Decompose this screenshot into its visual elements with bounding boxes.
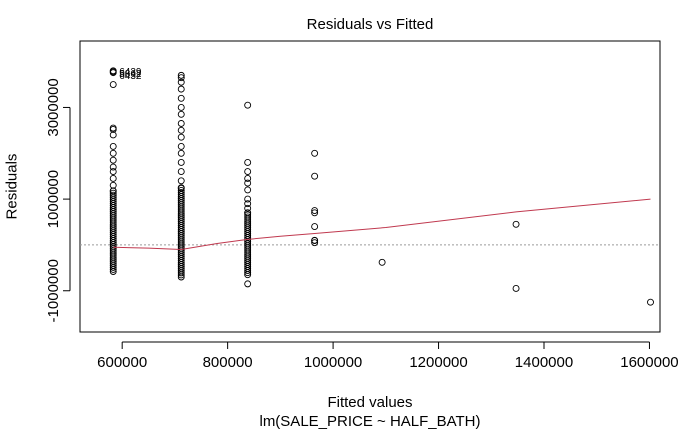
data-point <box>177 177 185 185</box>
data-point <box>177 184 185 192</box>
data-point <box>244 211 252 219</box>
data-point <box>109 181 117 189</box>
data-point <box>109 131 117 139</box>
x-tick-label: 600000 <box>97 354 147 371</box>
data-point <box>177 168 185 176</box>
data-point <box>109 69 117 77</box>
data-point <box>177 74 185 82</box>
plot-frame <box>79 40 661 333</box>
data-point <box>512 285 520 292</box>
data-point <box>177 142 185 150</box>
data-point <box>109 189 117 197</box>
data-point <box>512 220 520 228</box>
chart-title: Residuals vs Fitted <box>306 16 434 33</box>
y-axis-label: Residuals <box>3 153 21 220</box>
data-point <box>109 81 117 88</box>
data-point <box>177 85 185 93</box>
data-point <box>647 298 654 306</box>
x-tick-label: 1000000 <box>304 354 362 371</box>
y-tick-label: -1000000 <box>45 259 62 322</box>
data-point <box>311 209 319 217</box>
outlier-label: 5862 <box>119 69 142 80</box>
data-point <box>109 156 117 164</box>
data-point <box>177 149 185 157</box>
data-point <box>244 200 252 208</box>
data-point <box>109 168 117 176</box>
lowess-smoother-line <box>113 198 651 251</box>
data-point <box>244 280 252 288</box>
data-point <box>311 207 319 215</box>
data-point <box>177 189 185 196</box>
data-point <box>177 94 185 102</box>
x-axis-label: Fitted values <box>327 394 413 411</box>
data-point <box>244 186 252 194</box>
y-tick-label: 3000000 <box>45 78 62 136</box>
data-point <box>177 186 185 194</box>
data-point <box>177 71 185 79</box>
data-point <box>244 179 252 187</box>
data-point <box>177 110 185 118</box>
outlier-label: 6439 <box>119 67 142 78</box>
data-point <box>244 175 252 182</box>
data-point <box>244 158 252 166</box>
data-point <box>109 163 117 171</box>
data-point <box>311 236 319 244</box>
y-tick-label: 1000000 <box>45 170 62 228</box>
data-point <box>109 149 117 157</box>
data-point <box>109 142 117 150</box>
data-point <box>244 168 252 176</box>
data-point <box>177 120 185 127</box>
data-point <box>311 223 319 231</box>
data-point <box>109 191 117 199</box>
data-point <box>244 204 252 212</box>
data-point <box>177 158 185 166</box>
x-tick-label: 1200000 <box>409 354 467 371</box>
x-tick-label: 800000 <box>203 354 253 371</box>
data-point <box>244 195 252 203</box>
data-point <box>177 133 185 141</box>
data-point <box>177 126 185 134</box>
data-point <box>177 103 185 111</box>
data-point <box>244 101 252 109</box>
data-point <box>244 213 252 221</box>
data-point <box>109 187 117 195</box>
x-tick-label: 1400000 <box>515 354 573 371</box>
x-tick-label: 1600000 <box>620 354 678 371</box>
data-point <box>244 209 252 217</box>
data-point <box>311 239 319 247</box>
data-point <box>177 78 185 86</box>
model-formula-label: lm(SALE_PRICE ~ HALF_BATH) <box>259 413 481 430</box>
data-point <box>311 149 319 157</box>
data-point <box>378 258 386 266</box>
data-point <box>109 124 117 132</box>
data-point <box>109 175 117 182</box>
outlier-label: 6432 <box>119 71 142 82</box>
data-point <box>311 172 319 180</box>
